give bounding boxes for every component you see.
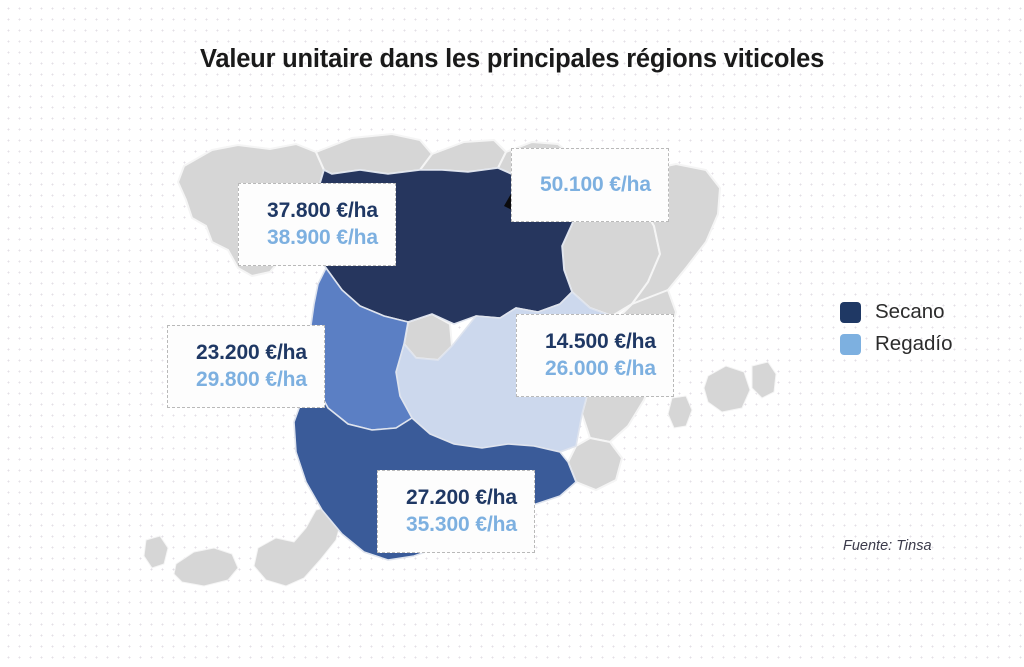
- callout-regadio-value: 29.800 €/ha: [196, 367, 307, 391]
- page-title: Valeur unitaire dans les principales rég…: [199, 45, 825, 73]
- callout-north-east: 50.100 €/ha: [511, 148, 669, 222]
- legend-label-secano: Secano: [875, 300, 945, 323]
- region-baleares-menorca: [751, 361, 777, 399]
- callout-regadio-value: 35.300 €/ha: [406, 512, 517, 536]
- legend-label-regadio: Regadío: [875, 332, 953, 355]
- callout-secano-value: 14.500 €/ha: [545, 330, 656, 354]
- callout-secano-value: 37.800 €/ha: [267, 199, 378, 223]
- region-baleares-ibiza: [667, 395, 693, 429]
- region-cantabria: [418, 138, 508, 174]
- callout-west: 23.200 €/ha 29.800 €/ha: [167, 325, 325, 408]
- callout-north-west-interior: 37.800 €/ha 38.900 €/ha: [238, 183, 396, 266]
- legend-item-regadio: Regadío: [840, 328, 953, 360]
- callout-regadio-value: 26.000 €/ha: [545, 356, 656, 380]
- callout-east-centre: 14.500 €/ha 26.000 €/ha: [516, 314, 674, 397]
- legend-swatch-secano: [840, 301, 861, 323]
- legend-item-secano: Secano: [840, 296, 953, 328]
- callout-south: 27.200 €/ha 35.300 €/ha: [377, 470, 535, 553]
- callout-regadio-value: 50.100 €/ha: [540, 172, 651, 196]
- region-asturias: [314, 132, 434, 176]
- callout-secano-value: 23.200 €/ha: [196, 341, 307, 365]
- map-legend: Secano Regadío: [840, 296, 953, 360]
- legend-swatch-regadio: [840, 333, 861, 355]
- source-attribution: Fuente: Tinsa: [843, 538, 932, 554]
- region-canarias-2: [173, 547, 239, 587]
- callout-secano-value: 27.200 €/ha: [406, 486, 517, 510]
- region-baleares-mallorca: [703, 365, 751, 413]
- callout-regadio-value: 38.900 €/ha: [267, 225, 378, 249]
- region-canarias-1: [143, 535, 169, 569]
